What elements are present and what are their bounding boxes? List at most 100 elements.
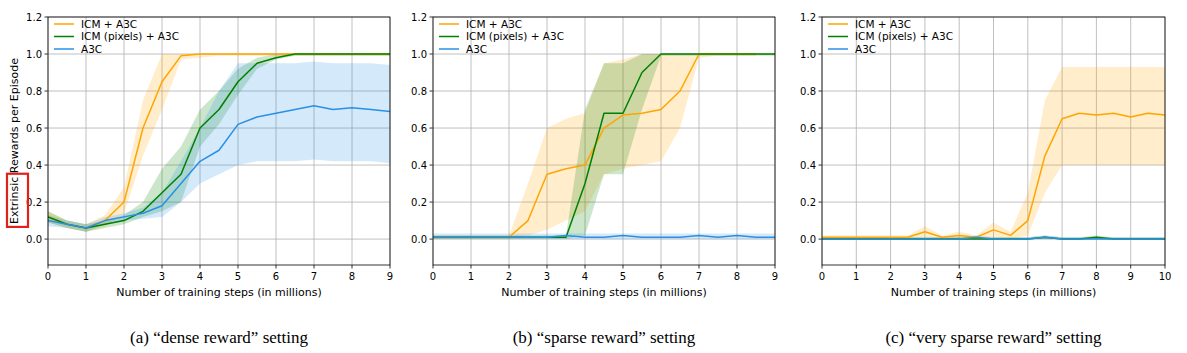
tick-mark: [430, 17, 434, 18]
tick-label: 0: [819, 271, 825, 282]
legend-label: ICM (pixels) + A3C: [466, 30, 564, 42]
tick-label: 0.2: [800, 197, 816, 208]
legend-swatch: [439, 48, 459, 50]
tick-mark: [430, 54, 434, 55]
tick-mark: [819, 128, 823, 129]
series-line: [48, 106, 390, 228]
tick-mark: [162, 265, 163, 269]
tick-label: 6: [1025, 271, 1031, 282]
tick-label: 9: [1128, 271, 1134, 282]
tick-label: 0.8: [800, 86, 816, 97]
tick-label: 1.2: [800, 12, 816, 23]
tick-mark: [48, 265, 49, 269]
tick-mark: [819, 202, 823, 203]
series-line: [822, 237, 1165, 239]
grid-line: [48, 239, 390, 240]
series-line: [48, 54, 390, 228]
tick-mark: [1165, 265, 1166, 269]
tick-mark: [430, 202, 434, 203]
legend-label: ICM (pixels) + A3C: [855, 30, 953, 42]
tick-mark: [200, 265, 201, 269]
legend-label: ICM + A3C: [855, 18, 911, 30]
plot-area: [822, 17, 1165, 265]
grid-line: [509, 17, 510, 265]
tick-mark: [819, 17, 823, 18]
tick-label: 0.0: [800, 234, 816, 245]
tick-label: 4: [956, 271, 962, 282]
tick-mark: [1130, 265, 1131, 269]
tick-mark: [623, 265, 624, 269]
tick-mark: [547, 265, 548, 269]
tick-label: 0.8: [411, 86, 427, 97]
frame: [433, 17, 775, 265]
tick-label: 4: [197, 271, 203, 282]
tick-label: 3: [544, 271, 550, 282]
frame: [822, 17, 1165, 265]
tick-mark: [45, 128, 49, 129]
tick-label: 10: [1159, 271, 1172, 282]
tick-label: 1: [468, 271, 474, 282]
tick-mark: [819, 165, 823, 166]
legend-swatch: [828, 48, 848, 50]
tick-mark: [430, 91, 434, 92]
frame: [48, 17, 390, 265]
tick-mark: [430, 165, 434, 166]
figure: 0.00.20.40.60.81.01.20123456789ICM + A3C…: [0, 0, 1187, 353]
tick-mark: [45, 17, 49, 18]
legend-swatch: [439, 36, 459, 38]
x-axis-label: Number of training steps (in millions): [501, 286, 706, 299]
tick-label: 0: [45, 271, 51, 282]
tick-mark: [819, 239, 823, 240]
panel: 0.00.20.40.60.81.01.20123456789ICM + A3C…: [7, 12, 393, 348]
tick-mark: [819, 54, 823, 55]
tick-label: 0.6: [26, 123, 42, 134]
tick-mark: [890, 265, 891, 269]
tick-mark: [314, 265, 315, 269]
tick-mark: [352, 265, 353, 269]
tick-label: 8: [734, 271, 740, 282]
tick-label: 1.0: [26, 49, 42, 60]
series-line: [822, 113, 1165, 237]
band: [48, 54, 390, 232]
tick-label: 0.4: [26, 160, 42, 171]
tick-label: 5: [990, 271, 996, 282]
series-line: [433, 235, 775, 237]
tick-mark: [238, 265, 239, 269]
tick-mark: [699, 265, 700, 269]
tick-mark: [509, 265, 510, 269]
y-axis-label: Extrinsic Rewards per Episode: [8, 58, 21, 224]
tick-label: 7: [696, 271, 702, 282]
grid-line: [124, 17, 125, 265]
data-group: [822, 67, 1165, 239]
grid-line: [433, 202, 775, 203]
tick-mark: [1027, 265, 1028, 269]
data-group: [48, 54, 390, 232]
tick-label: 9: [772, 271, 778, 282]
legend-label: ICM + A3C: [81, 18, 137, 30]
tick-label: 6: [273, 271, 279, 282]
tick-mark: [124, 265, 125, 269]
tick-label: 8: [349, 271, 355, 282]
tick-mark: [585, 265, 586, 269]
highlight-box: [7, 174, 28, 227]
band: [48, 54, 390, 232]
panel: 0.00.20.40.60.81.01.20123456789ICM + A3C…: [411, 12, 778, 348]
tick-label: 3: [922, 271, 928, 282]
tick-mark: [433, 265, 434, 269]
x-axis-label: Number of training steps (in millions): [116, 286, 321, 299]
tick-label: 0.6: [800, 123, 816, 134]
band: [48, 61, 390, 231]
tick-label: 1.2: [26, 12, 42, 23]
tick-mark: [45, 54, 49, 55]
tick-label: 0.0: [411, 234, 427, 245]
x-axis-label: Number of training steps (in millions): [891, 286, 1096, 299]
tick-label: 1: [853, 271, 859, 282]
tick-label: 0.4: [411, 160, 427, 171]
series-line: [433, 54, 775, 237]
tick-label: 0.4: [800, 160, 816, 171]
legend-label: ICM + A3C: [466, 18, 522, 30]
plot-area: [48, 17, 390, 265]
tick-label: 1.2: [411, 12, 427, 23]
band: [433, 54, 775, 239]
grid-line: [48, 202, 390, 203]
